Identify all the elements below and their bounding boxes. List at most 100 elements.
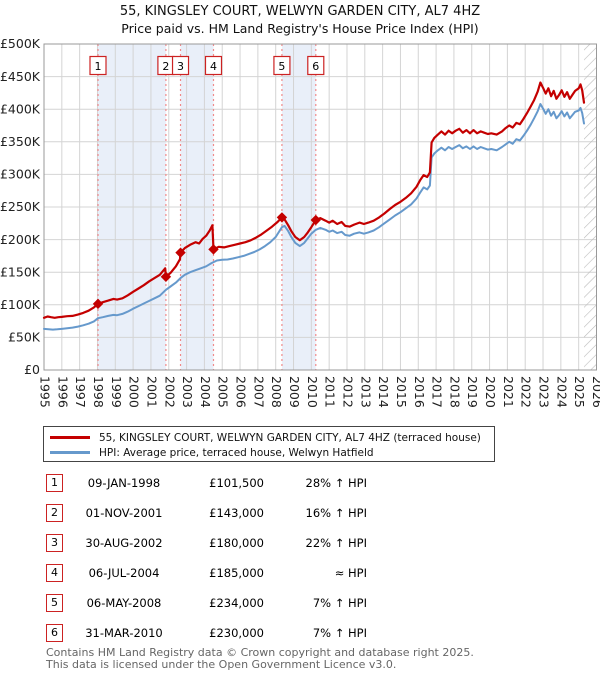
- x-tick-label: 2001: [144, 376, 159, 408]
- sale-marker-diamond: [160, 271, 172, 282]
- sale-hpi-comparison: 7% ↑ HPI: [312, 626, 367, 640]
- x-tick-label: 2013: [358, 376, 373, 408]
- footer-line-2: This data is licensed under the Open Gov…: [46, 657, 397, 671]
- x-tick-label: 2018: [447, 376, 462, 408]
- y-tick-label: £50K: [8, 330, 41, 345]
- sale-row: 6 31-MAR-2010 £230,000 7% ↑ HPI: [0, 624, 600, 644]
- x-tick-label: 2012: [340, 376, 355, 408]
- x-tick-label: 2005: [216, 376, 231, 408]
- sale-marker-diamond: [310, 214, 321, 226]
- x-tick-label: 2000: [127, 376, 142, 408]
- x-tick-label: 2008: [269, 376, 284, 408]
- sale-hpi-comparison: 7% ↑ HPI: [312, 596, 367, 610]
- sale-hpi-comparison: ≈ HPI: [334, 566, 367, 580]
- sale-number-box-label: 3: [177, 60, 184, 73]
- hatch-future-region: [584, 44, 597, 370]
- x-tick-label: 2025: [572, 376, 587, 408]
- sale-number-badge: 1: [46, 474, 63, 492]
- series-hpi-average: [43, 103, 585, 331]
- legend-entry-price-paid: 55, KINGSLEY COURT, WELWYN GARDEN CITY, …: [50, 430, 490, 445]
- sale-price: £101,500: [209, 476, 264, 490]
- sale-row: 5 06-MAY-2008 £234,000 7% ↑ HPI: [0, 594, 600, 614]
- y-tick-label: £300K: [0, 167, 41, 182]
- y-tick-label: £500K: [0, 36, 41, 51]
- sale-number-badge: 5: [46, 594, 63, 612]
- y-tick-label: £400K: [0, 101, 41, 116]
- sale-marker-diamond: [175, 247, 186, 258]
- sale-number-box-label: 2: [162, 60, 169, 73]
- sale-price: £230,000: [209, 626, 264, 640]
- sale-number-badge: 4: [46, 564, 63, 582]
- series-price-paid-indexed: [42, 81, 586, 319]
- sale-price: £143,000: [209, 506, 264, 520]
- sale-date: 06-JUL-2004: [88, 566, 160, 580]
- x-tick-label: 2022: [519, 376, 534, 408]
- sale-row: 4 06-JUL-2004 £185,000 ≈ HPI: [0, 564, 600, 584]
- price-history-chart: 1 2 3 4 5 6£0£50K£100K£150K£200K£250K£300K£35…: [0, 36, 600, 408]
- footer-line-1: Contains HM Land Registry data © Crown c…: [46, 646, 474, 659]
- x-tick-label: 2002: [162, 376, 177, 408]
- x-tick-label: 2015: [394, 376, 409, 408]
- sale-row: 1 09-JAN-1998 £101,500 28% ↑ HPI: [0, 474, 600, 494]
- sale-marker-diamond: [276, 212, 288, 223]
- legend-label-hpi: HPI: Average price, terraced house, Welw…: [99, 446, 374, 459]
- sale-number-box: [273, 55, 291, 76]
- x-tick-label: 2019: [465, 376, 480, 408]
- page-title: 55, KINGSLEY COURT, WELWYN GARDEN CITY, …: [119, 4, 481, 19]
- sale-date: 31-MAR-2010: [85, 626, 163, 640]
- legend-blue-line-swatch: [50, 451, 90, 454]
- x-tick-label: 2010: [305, 376, 320, 408]
- x-tick-label: 2024: [554, 376, 569, 408]
- sale-number-box-label: 5: [278, 60, 285, 73]
- x-tick-label: 2009: [287, 376, 302, 408]
- legend-red-line-swatch: [50, 436, 90, 439]
- sale-number-box-label: 4: [210, 60, 217, 73]
- sale-row: 2 01-NOV-2001 £143,000 16% ↑ HPI: [0, 504, 600, 524]
- sale-marker-diamond: [92, 298, 104, 310]
- sale-price: £234,000: [209, 596, 264, 610]
- x-tick-label: 1999: [109, 376, 124, 408]
- x-tick-label: 2026: [590, 376, 600, 408]
- x-tick-label: 2011: [323, 376, 338, 408]
- sale-hpi-comparison: 22% ↑ HPI: [305, 536, 367, 550]
- y-tick-label: £150K: [0, 264, 41, 279]
- sale-number-badge: 3: [46, 534, 63, 552]
- sale-hpi-comparison: 16% ↑ HPI: [305, 506, 367, 520]
- sale-price: £185,000: [209, 566, 264, 580]
- sale-number-box: [89, 55, 107, 76]
- x-tick-label: 2017: [430, 376, 445, 408]
- x-tick-label: 2014: [376, 376, 391, 408]
- x-tick-label: 2016: [412, 376, 427, 408]
- x-tick-label: 2021: [501, 376, 516, 408]
- y-tick-label: £200K: [0, 232, 41, 247]
- sale-date: 30-AUG-2002: [85, 536, 163, 550]
- y-tick-label: £250K: [0, 199, 41, 214]
- y-tick-label: £350K: [0, 134, 41, 149]
- x-tick-label: 2007: [251, 376, 266, 408]
- legend-label-price-paid: 55, KINGSLEY COURT, WELWYN GARDEN CITY, …: [99, 431, 481, 444]
- sale-row: 3 30-AUG-2002 £180,000 22% ↑ HPI: [0, 534, 600, 554]
- x-tick-label: 2004: [198, 376, 213, 408]
- sale-hpi-comparison: 28% ↑ HPI: [305, 476, 367, 490]
- chart-legend: 55, KINGSLEY COURT, WELWYN GARDEN CITY, …: [43, 426, 495, 462]
- x-tick-label: 2006: [234, 376, 249, 408]
- license-footer: Contains HM Land Registry data © Crown c…: [46, 647, 474, 670]
- sale-number-box-label: 6: [312, 60, 319, 73]
- y-tick-label: £450K: [0, 69, 41, 84]
- x-tick-label: 1995: [38, 376, 53, 408]
- sale-number-box: [171, 55, 190, 76]
- x-tick-label: 1998: [91, 376, 106, 408]
- plot-border: [43, 43, 597, 371]
- sale-number-badge: 2: [46, 504, 63, 522]
- x-tick-label: 1996: [55, 376, 70, 408]
- sale-marker-diamond: [208, 244, 219, 255]
- x-tick-label: 2020: [483, 376, 498, 408]
- sale-number-box: [204, 55, 223, 76]
- sale-number-box-label: 1: [95, 60, 102, 73]
- y-tick-label: £100K: [0, 297, 41, 312]
- x-tick-label: 2003: [180, 376, 195, 408]
- sale-date: 06-MAY-2008: [86, 596, 162, 610]
- x-tick-label: 1997: [73, 376, 88, 408]
- sale-date: 09-JAN-1998: [87, 476, 161, 490]
